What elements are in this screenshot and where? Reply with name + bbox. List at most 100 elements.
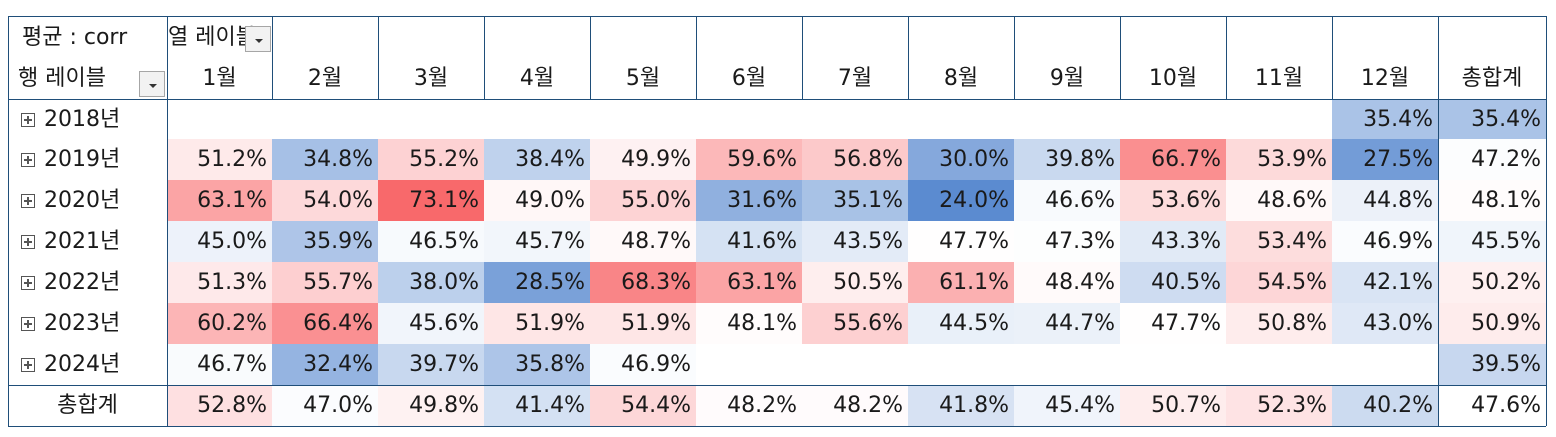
grand-total-row-label[interactable]: 총합계 (57, 393, 118, 418)
column-labels-caption[interactable]: 열 레이블 (168, 25, 256, 50)
grand-total-cell[interactable]: 52.8% (167, 385, 272, 426)
row-total-cell[interactable]: 50.2% (1438, 262, 1546, 303)
value-cell[interactable]: 35.4% (1332, 99, 1438, 139)
column-header-4[interactable]: 4월 (519, 66, 555, 91)
value-field-label[interactable]: 평균 : corr (22, 25, 128, 50)
value-cell[interactable]: 66.7% (1120, 139, 1226, 180)
value-cell[interactable]: 49.0% (484, 180, 590, 221)
column-header-7[interactable]: 7월 (837, 66, 873, 91)
value-cell[interactable]: 53.9% (1226, 139, 1332, 180)
row-filter-dropdown[interactable] (139, 71, 165, 97)
value-cell[interactable]: 43.3% (1120, 221, 1226, 262)
value-cell[interactable]: 34.8% (272, 139, 378, 180)
value-cell[interactable]: 45.6% (378, 303, 484, 344)
row-label[interactable]: 2024년 (44, 352, 121, 377)
value-cell[interactable]: 59.6% (696, 139, 802, 180)
value-cell[interactable]: 43.0% (1332, 303, 1438, 344)
row-label[interactable]: 2021년 (44, 229, 121, 254)
value-cell[interactable]: 54.0% (272, 180, 378, 221)
expand-icon[interactable] (21, 153, 35, 167)
grand-total-cell[interactable]: 47.0% (272, 385, 378, 426)
column-header-8[interactable]: 8월 (943, 66, 979, 91)
row-total-cell[interactable]: 35.4% (1438, 99, 1546, 139)
row-label[interactable]: 2020년 (44, 188, 121, 213)
value-cell[interactable] (272, 99, 378, 139)
expand-icon[interactable] (21, 276, 35, 290)
row-total-cell[interactable]: 45.5% (1438, 221, 1546, 262)
value-cell[interactable]: 24.0% (908, 180, 1014, 221)
column-header-12[interactable]: 12월 (1360, 66, 1410, 91)
value-cell[interactable]: 51.9% (484, 303, 590, 344)
value-cell[interactable]: 51.2% (167, 139, 272, 180)
grand-total-cell[interactable]: 45.4% (1014, 385, 1120, 426)
value-cell[interactable]: 55.6% (802, 303, 908, 344)
value-cell[interactable]: 38.4% (484, 139, 590, 180)
value-cell[interactable]: 50.5% (802, 262, 908, 303)
value-cell[interactable]: 48.4% (1014, 262, 1120, 303)
value-cell[interactable]: 73.1% (378, 180, 484, 221)
value-cell[interactable]: 41.6% (696, 221, 802, 262)
value-cell[interactable]: 46.5% (378, 221, 484, 262)
value-cell[interactable]: 40.5% (1120, 262, 1226, 303)
value-cell[interactable]: 31.6% (696, 180, 802, 221)
value-cell[interactable]: 63.1% (696, 262, 802, 303)
value-cell[interactable] (1226, 99, 1332, 139)
value-cell[interactable]: 61.1% (908, 262, 1014, 303)
row-total-cell[interactable]: 39.5% (1438, 344, 1546, 385)
value-cell[interactable] (908, 99, 1014, 139)
value-cell[interactable]: 28.5% (484, 262, 590, 303)
value-cell[interactable]: 49.9% (590, 139, 696, 180)
value-cell[interactable] (1014, 99, 1120, 139)
value-cell[interactable]: 56.8% (802, 139, 908, 180)
value-cell[interactable]: 47.7% (908, 221, 1014, 262)
value-cell[interactable]: 35.9% (272, 221, 378, 262)
value-cell[interactable]: 39.8% (1014, 139, 1120, 180)
value-cell[interactable] (802, 99, 908, 139)
value-cell[interactable]: 46.7% (167, 344, 272, 385)
row-label[interactable]: 2023년 (44, 311, 121, 336)
column-header-6[interactable]: 6월 (731, 66, 767, 91)
value-cell[interactable]: 43.5% (802, 221, 908, 262)
value-cell[interactable]: 51.9% (590, 303, 696, 344)
column-header-10[interactable]: 10월 (1148, 66, 1198, 91)
value-cell[interactable]: 50.8% (1226, 303, 1332, 344)
grand-total-cell[interactable]: 50.7% (1120, 385, 1226, 426)
column-header-11[interactable]: 11월 (1254, 66, 1304, 91)
value-cell[interactable]: 63.1% (167, 180, 272, 221)
value-cell[interactable] (696, 99, 802, 139)
value-cell[interactable]: 60.2% (167, 303, 272, 344)
row-label[interactable]: 2019년 (44, 147, 121, 172)
value-cell[interactable]: 45.7% (484, 221, 590, 262)
grand-total-cell[interactable]: 41.8% (908, 385, 1014, 426)
value-cell[interactable]: 48.6% (1226, 180, 1332, 221)
column-header-3[interactable]: 3월 (413, 66, 449, 91)
value-cell[interactable]: 68.3% (590, 262, 696, 303)
value-cell[interactable] (167, 99, 272, 139)
value-cell[interactable]: 39.7% (378, 344, 484, 385)
value-cell[interactable]: 55.0% (590, 180, 696, 221)
row-label[interactable]: 2022년 (44, 270, 121, 295)
column-header-9[interactable]: 9월 (1049, 66, 1085, 91)
value-cell[interactable]: 46.9% (590, 344, 696, 385)
row-label[interactable]: 2018년 (44, 107, 121, 132)
column-header-5[interactable]: 5월 (625, 66, 661, 91)
value-cell[interactable]: 46.9% (1332, 221, 1438, 262)
grand-total-cell[interactable]: 52.3% (1226, 385, 1332, 426)
value-cell[interactable]: 35.1% (802, 180, 908, 221)
value-cell[interactable]: 44.8% (1332, 180, 1438, 221)
value-cell[interactable]: 35.8% (484, 344, 590, 385)
column-header-grand-total[interactable]: 총합계 (1461, 66, 1523, 91)
value-cell[interactable]: 38.0% (378, 262, 484, 303)
row-total-cell[interactable]: 48.1% (1438, 180, 1546, 221)
expand-icon[interactable] (21, 194, 35, 208)
row-total-cell[interactable]: 50.9% (1438, 303, 1546, 344)
value-cell[interactable] (908, 344, 1014, 385)
row-labels-caption[interactable]: 행 레이블 (18, 66, 106, 91)
grand-total-cell[interactable]: 49.8% (378, 385, 484, 426)
value-cell[interactable]: 42.1% (1332, 262, 1438, 303)
value-cell[interactable]: 44.5% (908, 303, 1014, 344)
expand-icon[interactable] (21, 358, 35, 372)
value-cell[interactable] (802, 344, 908, 385)
grand-total-cell[interactable]: 54.4% (590, 385, 696, 426)
grand-total-cell[interactable]: 48.2% (802, 385, 908, 426)
